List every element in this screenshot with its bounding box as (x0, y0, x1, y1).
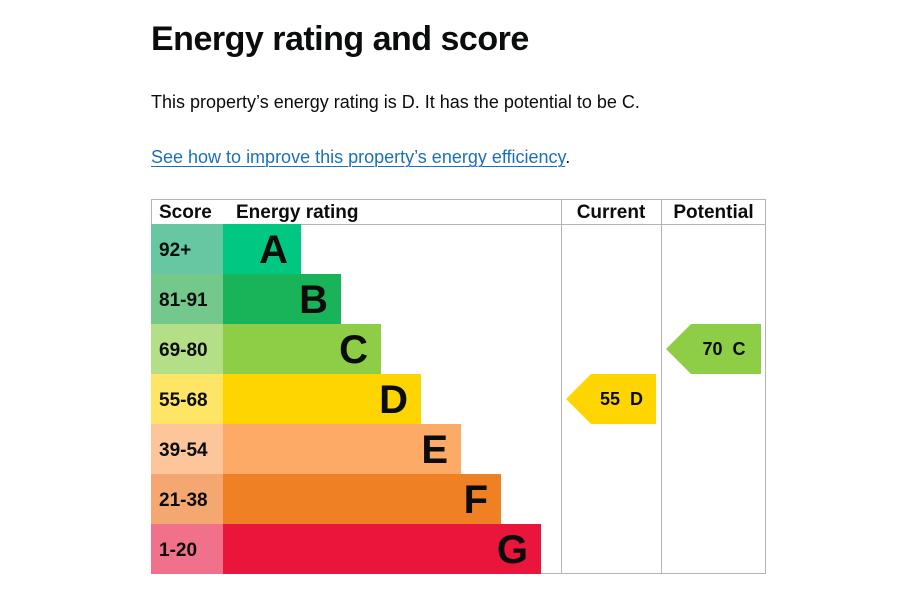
band-bar-g (223, 524, 541, 574)
improve-efficiency-link[interactable]: See how to improve this property’s energ… (151, 147, 566, 167)
band-letter-e: E (421, 428, 448, 472)
link-suffix: . (565, 147, 571, 167)
band-letter-f: F (464, 478, 488, 522)
score-cell-f (151, 474, 223, 524)
score-range-b: 81-91 (159, 290, 208, 311)
band-letter-a: A (259, 228, 288, 272)
score-cell-b (151, 274, 223, 324)
band-bar-c (223, 324, 381, 374)
band-letter-c: C (339, 328, 368, 372)
current-arrow (566, 374, 656, 424)
rating-summary: This property’s energy rating is D. It h… (151, 92, 640, 112)
band-letter-b: B (299, 278, 328, 322)
score-range-f: 21-38 (159, 490, 208, 511)
score-range-d: 55-68 (159, 390, 208, 411)
band-letter-g: G (497, 528, 528, 572)
header-score: Score (159, 202, 212, 223)
score-cell-a (151, 224, 223, 274)
score-range-c: 69-80 (159, 340, 208, 361)
improve-link-line: See how to improve this property’s energ… (151, 145, 570, 169)
band-bar-b (223, 274, 341, 324)
header-current: Current (577, 202, 646, 223)
header-potential: Potential (673, 202, 753, 223)
page-title: Energy rating and score (151, 20, 529, 58)
potential-rating-label: 70 C (702, 339, 745, 359)
band-bar-d (223, 374, 421, 424)
score-range-a: 92+ (159, 240, 191, 261)
score-cell-c (151, 324, 223, 374)
score-cell-g (151, 524, 223, 574)
potential-arrow (666, 324, 761, 374)
score-range-g: 1-20 (159, 540, 197, 561)
band-bar-f (223, 474, 501, 524)
band-letter-d: D (379, 378, 408, 422)
score-range-e: 39-54 (159, 440, 208, 461)
band-bar-a (223, 224, 301, 274)
score-cell-e (151, 424, 223, 474)
current-rating-label: 55 D (600, 389, 643, 409)
score-cell-d (151, 374, 223, 424)
header-energy-rating: Energy rating (236, 202, 358, 223)
band-bar-e (223, 424, 461, 474)
